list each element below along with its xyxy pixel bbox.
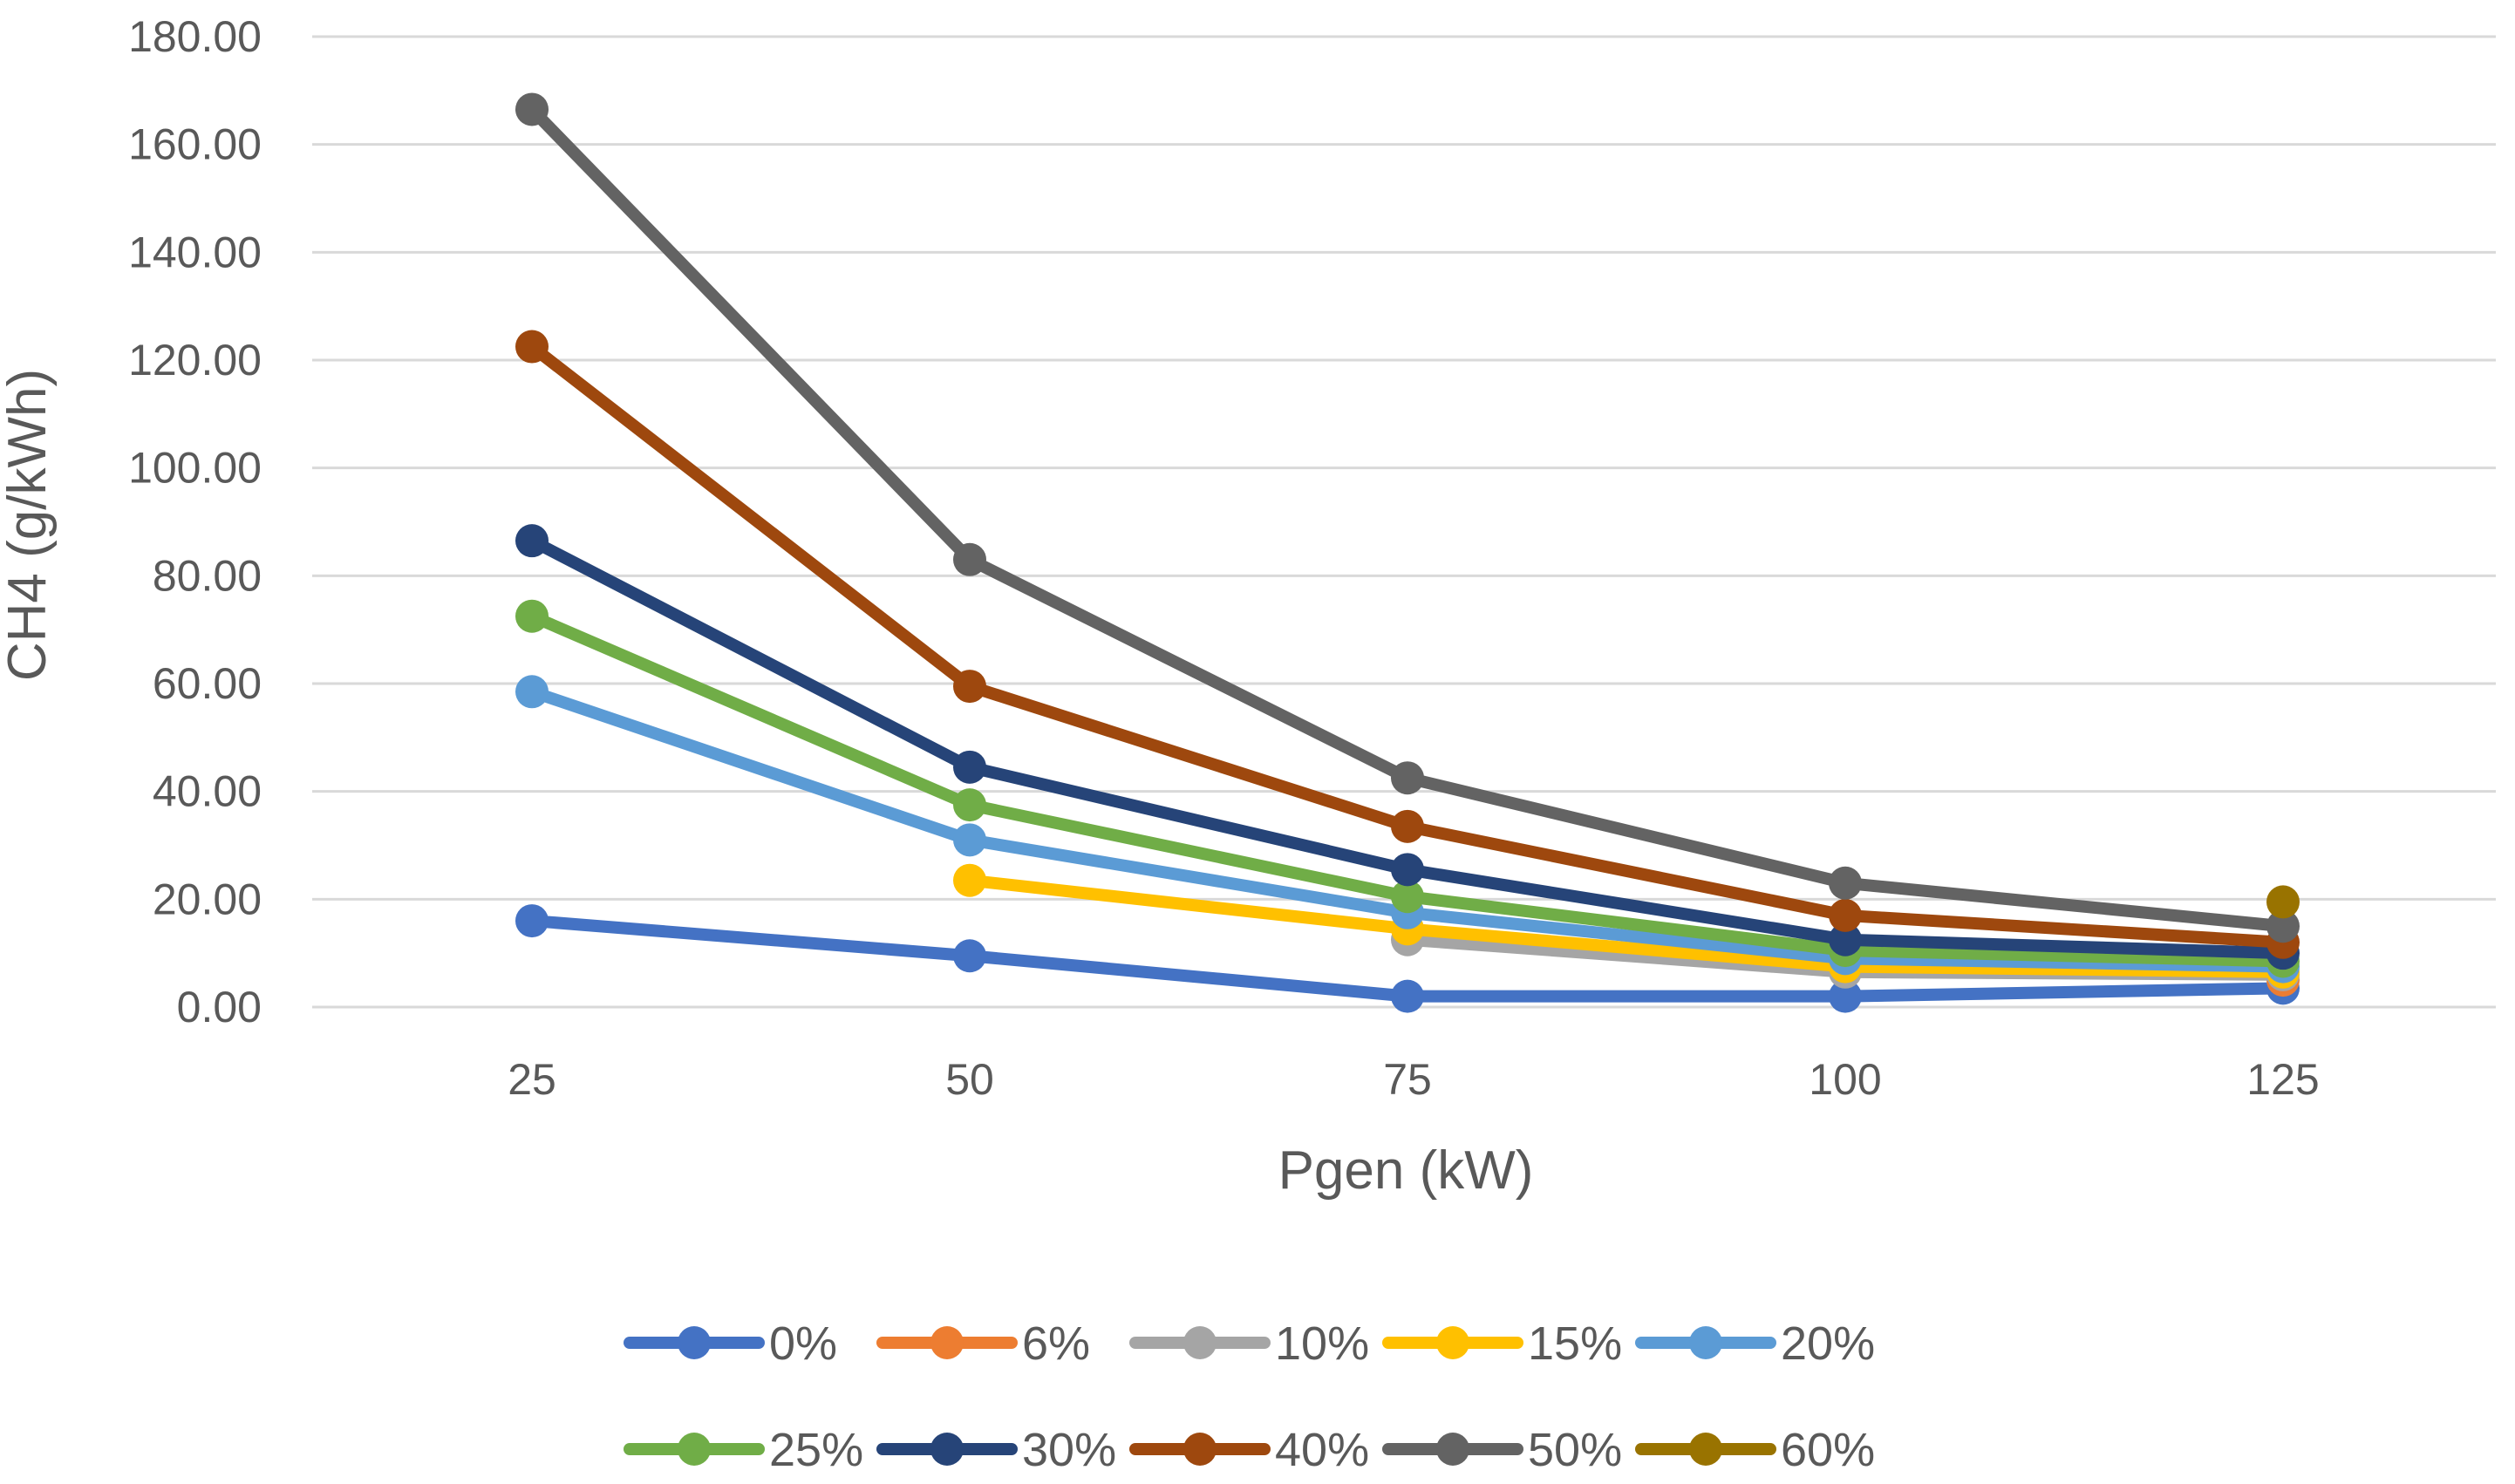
legend-swatch-marker bbox=[930, 1326, 964, 1359]
data-point bbox=[953, 823, 986, 857]
x-axis-title: Pgen (kW) bbox=[1278, 1140, 1534, 1201]
legend-swatch-marker bbox=[1436, 1433, 1469, 1466]
legend-swatch-marker bbox=[1183, 1433, 1217, 1466]
y-tick-label: 40.00 bbox=[153, 767, 262, 816]
legend-label: 15% bbox=[1528, 1317, 1622, 1370]
data-point bbox=[515, 675, 549, 709]
legend-entry: 30% bbox=[876, 1424, 1116, 1476]
data-point bbox=[953, 750, 986, 784]
y-tick-label: 160.00 bbox=[128, 120, 262, 169]
y-tick-label: 60.00 bbox=[153, 659, 262, 708]
x-tick-label: 50 bbox=[945, 1055, 994, 1104]
series-line bbox=[964, 874, 2289, 978]
series-line bbox=[526, 340, 2289, 949]
y-tick-label: 0.00 bbox=[177, 983, 262, 1031]
series-8 bbox=[515, 92, 2300, 943]
legend-swatch-marker bbox=[1436, 1326, 1469, 1359]
data-point bbox=[1391, 853, 1424, 887]
legend-swatch-marker bbox=[930, 1433, 964, 1466]
x-tick-label: 75 bbox=[1383, 1055, 1432, 1104]
data-point bbox=[953, 939, 986, 973]
x-tick-label: 25 bbox=[508, 1055, 556, 1104]
data-point bbox=[953, 542, 986, 576]
legend-swatch-marker bbox=[1183, 1326, 1217, 1359]
legend-entry: 15% bbox=[1382, 1317, 1622, 1370]
data-point bbox=[515, 92, 549, 126]
legend-label: 20% bbox=[1781, 1317, 1875, 1370]
legend: 0% 6% 10% 15% 20% 25% 30% 40% 50% 60% bbox=[624, 1317, 1875, 1476]
legend-entry: 40% bbox=[1129, 1424, 1369, 1476]
legend-entry: 20% bbox=[1635, 1317, 1875, 1370]
y-tick-label: 120.00 bbox=[128, 336, 262, 385]
x-tick-label: 100 bbox=[1809, 1055, 1881, 1104]
data-point bbox=[1829, 898, 1862, 932]
data-point bbox=[1829, 922, 1862, 956]
data-point bbox=[1829, 866, 1862, 900]
data-point bbox=[2266, 885, 2300, 919]
data-point bbox=[515, 524, 549, 558]
legend-label: 30% bbox=[1022, 1424, 1116, 1476]
data-point bbox=[1391, 761, 1424, 795]
data-point bbox=[953, 670, 986, 704]
data-point bbox=[515, 904, 549, 938]
legend-entry: 50% bbox=[1382, 1424, 1622, 1476]
y-tick-label: 180.00 bbox=[128, 12, 262, 61]
legend-label: 10% bbox=[1275, 1317, 1369, 1370]
y-tick-label: 100.00 bbox=[128, 444, 262, 493]
legend-label: 40% bbox=[1275, 1424, 1369, 1476]
legend-label: 0% bbox=[769, 1317, 837, 1370]
y-tick-label: 140.00 bbox=[128, 228, 262, 276]
legend-swatch-marker bbox=[1689, 1326, 1722, 1359]
series-lines bbox=[515, 92, 2300, 1013]
legend-swatch-marker bbox=[1689, 1433, 1722, 1466]
legend-label: 25% bbox=[769, 1424, 863, 1476]
legend-entry: 60% bbox=[1635, 1424, 1875, 1476]
y-tick-label: 80.00 bbox=[153, 551, 262, 600]
x-tick-label: 125 bbox=[2246, 1055, 2319, 1104]
y-tick-label: 20.00 bbox=[153, 875, 262, 923]
series-9 bbox=[2266, 885, 2300, 919]
data-point bbox=[1391, 979, 1424, 1013]
series-0 bbox=[515, 904, 2300, 1013]
legend-swatch-marker bbox=[678, 1433, 711, 1466]
y-axis-title: CH4 (g/kWh) bbox=[0, 369, 58, 681]
legend-swatch-marker bbox=[678, 1326, 711, 1359]
data-point bbox=[2266, 909, 2300, 943]
y-axis-ticks: 0.00 20.00 40.00 60.00 80.00 100.00 120.00 140.… bbox=[128, 12, 262, 1031]
legend-label: 50% bbox=[1528, 1424, 1622, 1476]
legend-entry: 25% bbox=[624, 1424, 863, 1476]
data-point bbox=[1391, 809, 1424, 843]
legend-entry: 0% bbox=[624, 1317, 837, 1370]
x-axis-ticks: 25 50 75 100 125 bbox=[508, 1055, 2320, 1104]
legend-label: 6% bbox=[1022, 1317, 1090, 1370]
data-point bbox=[953, 863, 986, 897]
data-point bbox=[515, 599, 549, 633]
data-point bbox=[1829, 979, 1862, 1013]
data-point bbox=[1391, 880, 1424, 914]
series-line bbox=[526, 103, 2289, 933]
legend-label: 60% bbox=[1781, 1424, 1875, 1476]
data-point bbox=[515, 330, 549, 364]
data-point bbox=[953, 788, 986, 822]
legend-entry: 6% bbox=[876, 1317, 1090, 1370]
legend-entry: 10% bbox=[1129, 1317, 1369, 1370]
